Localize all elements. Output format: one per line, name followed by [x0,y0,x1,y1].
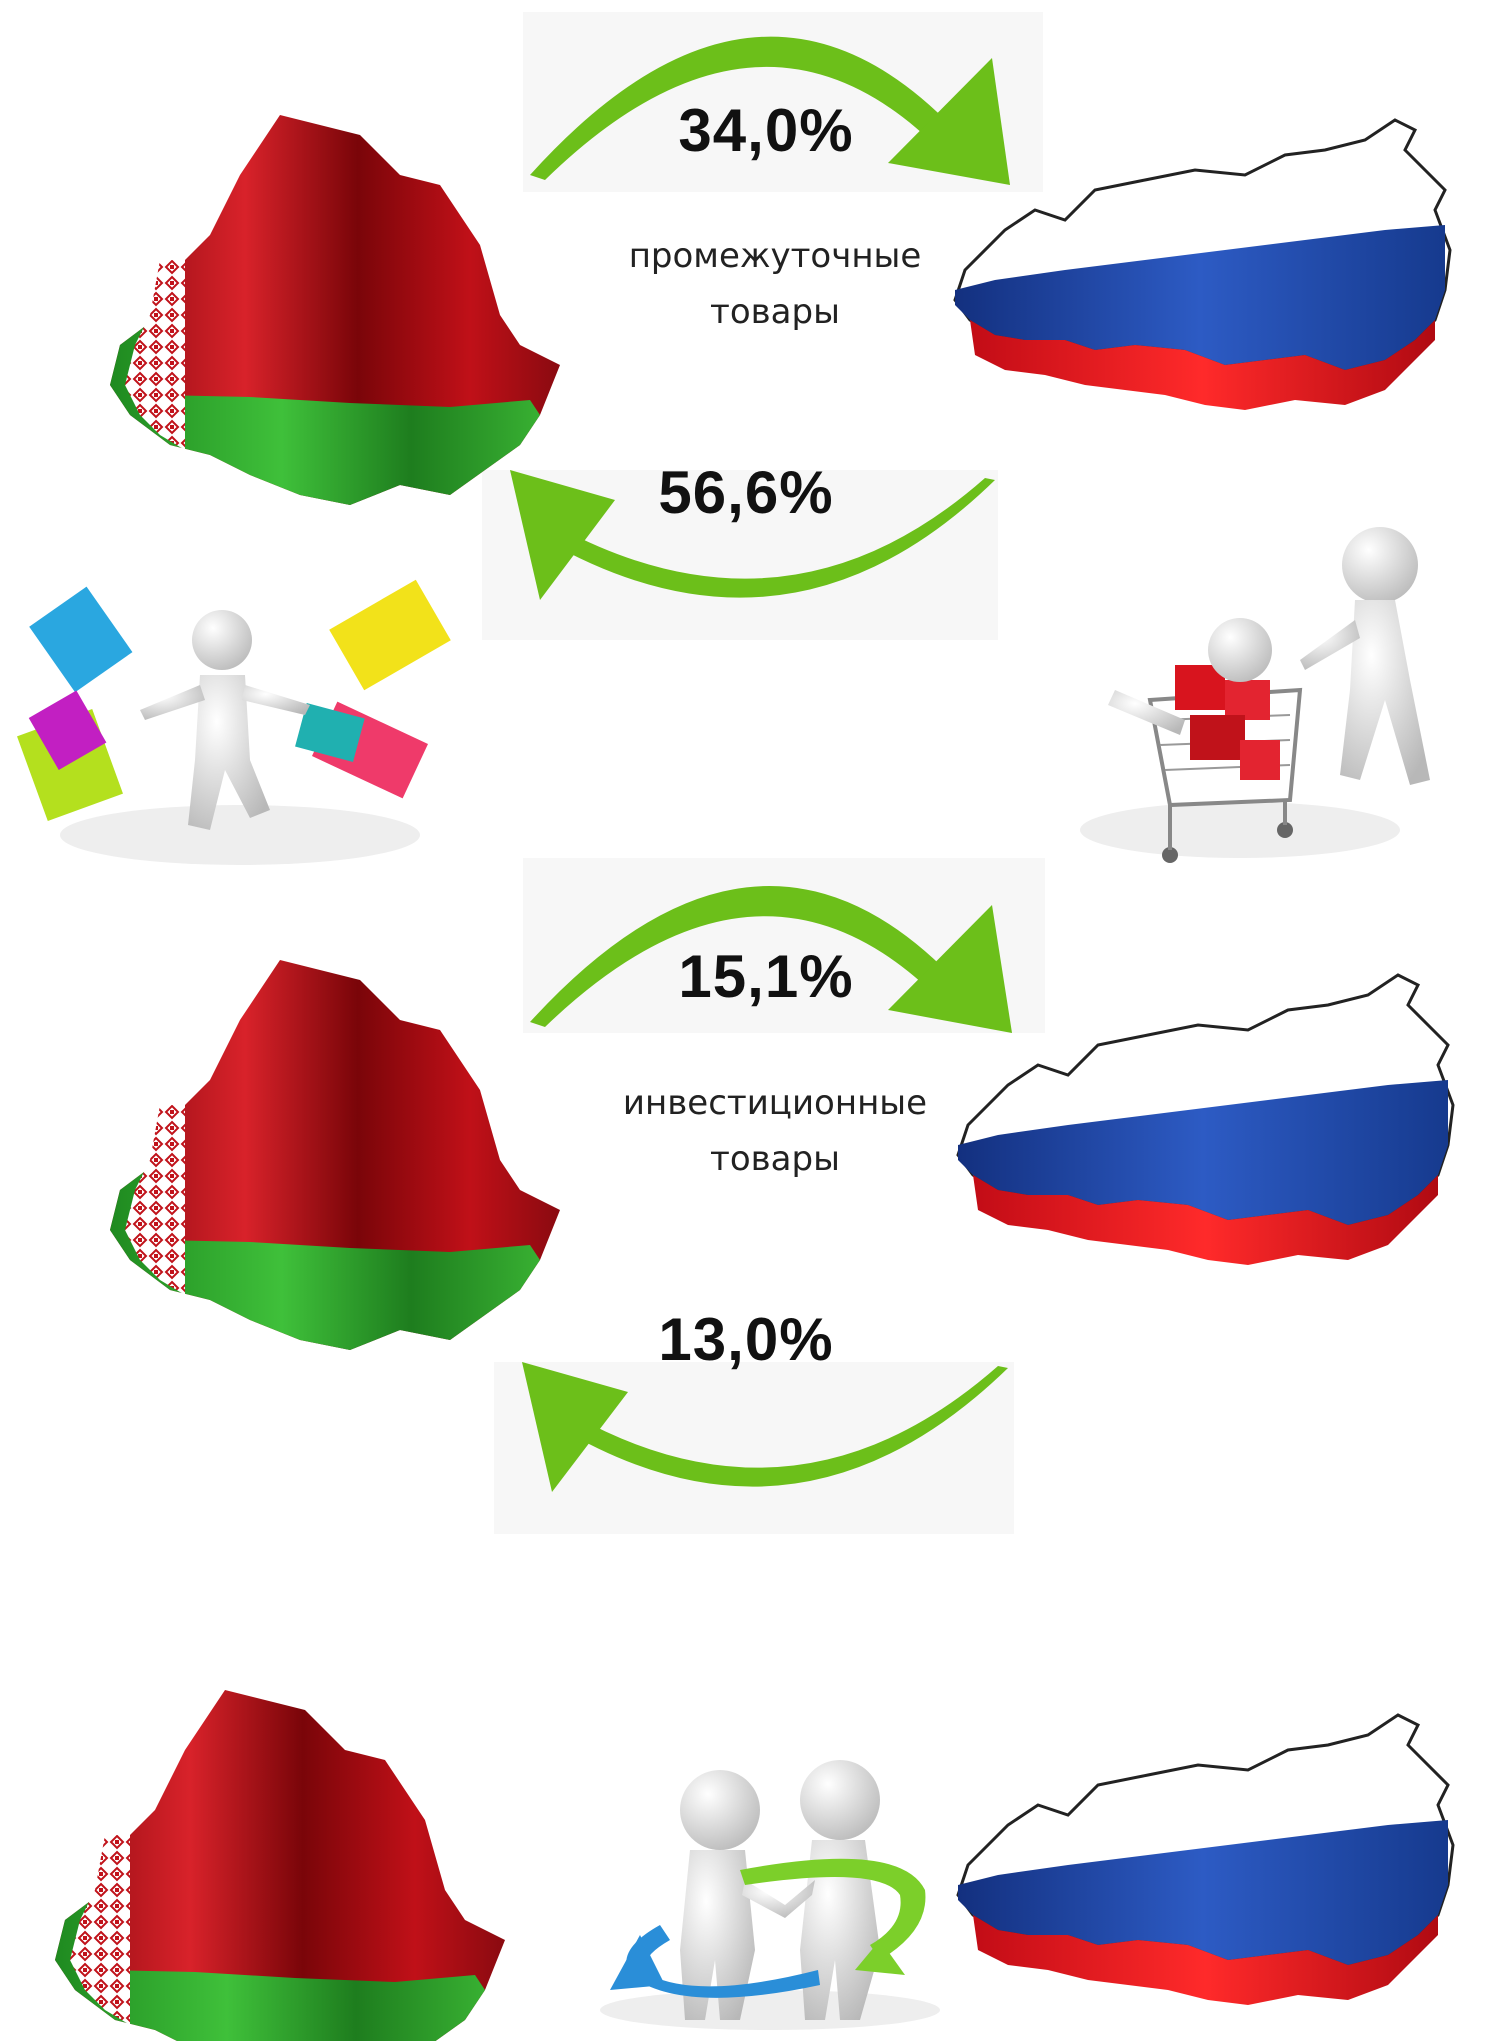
category-label-1-line2: товары [710,292,840,332]
russia-flag-map-icon [956,1713,1455,2007]
category-label-1: промежуточные товары [575,228,975,340]
belarus-flag-map-icon [110,960,560,1350]
category-label-2: инвестиционные товары [575,1075,975,1187]
arrow-left-1 [510,470,995,600]
flow-percent-2: 56,6% [658,459,834,526]
belarus-flag-map-icon [110,115,560,505]
arrow-right-1 [530,36,1010,185]
russia-flag-map-icon [953,118,1452,412]
handshake-figures-icon [600,1760,940,2030]
category-label-2-line2: товары [710,1139,840,1179]
category-label-1-line1: промежуточные [628,236,922,276]
arrow-left-2 [522,1362,1008,1492]
flow-percent-1: 34,0% [678,97,854,164]
category-label-2-line1: инвестиционные [622,1083,928,1123]
flow-percent-3: 15,1% [678,943,854,1010]
shopping-figure-icon [17,579,451,865]
cart-figure-icon [1080,527,1430,863]
belarus-flag-map-icon [55,1690,505,2041]
arrow-right-2 [530,886,1012,1033]
flow-percent-4: 13,0% [658,1306,834,1373]
russia-flag-map-icon [956,973,1455,1267]
